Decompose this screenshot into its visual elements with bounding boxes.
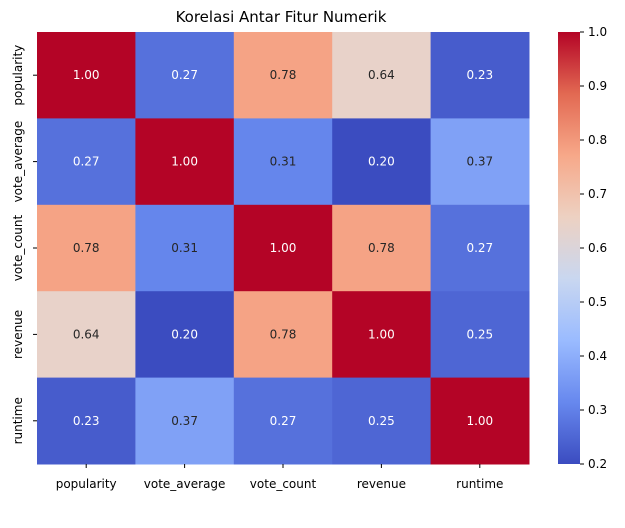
- cell-value-label: 0.31: [171, 241, 198, 255]
- colorbar-tick-label: 0.2: [588, 457, 607, 471]
- heatmap-cell: [135, 118, 235, 206]
- heatmap-cell: [37, 32, 136, 119]
- colorbar-tick-label: 0.5: [588, 295, 607, 309]
- heatmap-cell: [135, 204, 235, 292]
- heatmap-cell: [332, 377, 432, 465]
- cell-value-label: 1.00: [466, 414, 493, 428]
- cell-value-label: 1.00: [270, 241, 297, 255]
- cell-value-label: 0.23: [466, 68, 493, 82]
- colorbar-tick-label: 0.7: [588, 187, 607, 201]
- cell-value-label: 0.23: [73, 414, 100, 428]
- x-tick-label: vote_average: [144, 477, 226, 491]
- x-tick-label: vote_count: [250, 477, 317, 491]
- y-tick-label: revenue: [11, 310, 25, 359]
- cell-value-label: 0.27: [73, 155, 100, 169]
- cell-value-label: 1.00: [73, 68, 100, 82]
- heatmap-cell: [430, 204, 530, 292]
- cell-value-label: 0.78: [73, 241, 100, 255]
- heatmap-cell: [135, 291, 235, 379]
- cell-value-label: 0.25: [368, 414, 395, 428]
- cell-value-label: 0.78: [368, 241, 395, 255]
- y-tick-label: popularity: [11, 45, 25, 106]
- colorbar-ticks: 0.2 0.3 0.4 0.5 0.6 0.7 0.8 0.9 1.0: [580, 25, 607, 471]
- colorbar-tick-label: 1.0: [588, 25, 607, 39]
- colorbar-tick-label: 0.4: [588, 349, 607, 363]
- y-tick-label: vote_count: [11, 215, 25, 282]
- heatmap-cell: [332, 32, 432, 119]
- heatmap-cell: [430, 377, 530, 465]
- colorbar-tick-label: 0.3: [588, 403, 607, 417]
- heatmap-cell-labels: 1.00 0.27 0.78 0.64 0.23 0.27 1.00 0.31 0.20 0.37…: [73, 68, 493, 428]
- colorbar: [558, 32, 580, 464]
- heatmap-cell: [37, 377, 136, 465]
- cell-value-label: 1.00: [368, 327, 395, 341]
- cell-value-label: 0.37: [466, 155, 493, 169]
- cell-value-label: 0.27: [270, 414, 297, 428]
- cell-value-label: 0.25: [466, 327, 493, 341]
- colorbar-tick-label: 0.6: [588, 241, 607, 255]
- chart-title: Korelasi Antar Fitur Numerik: [176, 8, 387, 26]
- cell-value-label: 0.64: [368, 68, 395, 82]
- y-tick-label: vote_average: [11, 121, 25, 203]
- heatmap-cell: [233, 118, 333, 206]
- heatmap-cell: [37, 118, 136, 206]
- x-tick-label: revenue: [357, 477, 406, 491]
- x-axis-ticks: popularity vote_average vote_count revenue r…: [56, 464, 503, 491]
- heatmap-cells: [37, 32, 530, 465]
- cell-value-label: 0.37: [171, 414, 198, 428]
- heatmap-cell: [332, 291, 432, 379]
- heatmap-cell: [430, 118, 530, 206]
- heatmap-cell: [332, 204, 432, 292]
- cell-value-label: 0.78: [270, 68, 297, 82]
- heatmap-cell: [37, 291, 136, 379]
- heatmap-cell: [430, 32, 530, 119]
- cell-value-label: 0.78: [270, 327, 297, 341]
- x-tick-label: popularity: [56, 477, 117, 491]
- heatmap-cell: [233, 291, 333, 379]
- heatmap-cell: [430, 291, 530, 379]
- x-tick-label: runtime: [456, 477, 503, 491]
- colorbar-tick-label: 0.9: [588, 79, 607, 93]
- heatmap-cell: [233, 204, 333, 292]
- cell-value-label: 0.20: [368, 155, 395, 169]
- cell-value-label: 0.31: [270, 155, 297, 169]
- heatmap-cell: [233, 32, 333, 119]
- cell-value-label: 0.27: [466, 241, 493, 255]
- cell-value-label: 1.00: [171, 155, 198, 169]
- heatmap-cell: [332, 118, 432, 206]
- y-tick-label: runtime: [11, 397, 25, 444]
- heatmap-cell: [135, 32, 235, 119]
- colorbar-tick-label: 0.8: [588, 133, 607, 147]
- heatmap-cell: [37, 204, 136, 292]
- heatmap-cell: [135, 377, 235, 465]
- heatmap-cell: [233, 377, 333, 465]
- cell-value-label: 0.20: [171, 327, 198, 341]
- cell-value-label: 0.64: [73, 327, 100, 341]
- cell-value-label: 0.27: [171, 68, 198, 82]
